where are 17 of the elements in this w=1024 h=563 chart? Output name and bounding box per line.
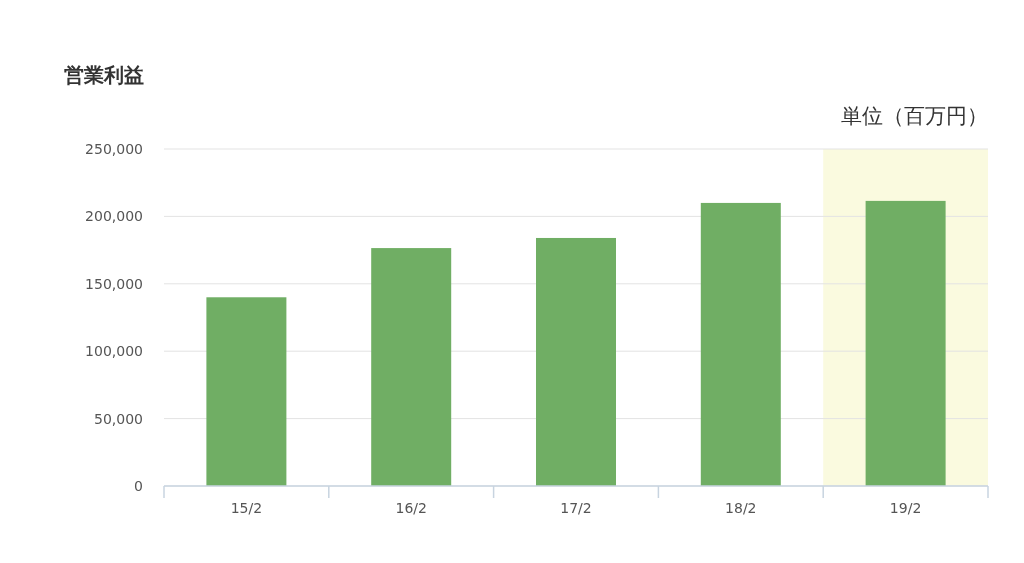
chart-title: 営業利益	[64, 63, 144, 87]
x-tick-label: 16/2	[395, 500, 427, 516]
x-tick-label: 17/2	[560, 500, 592, 516]
x-tick-label: 18/2	[725, 500, 757, 516]
x-tick-label: 15/2	[230, 500, 263, 516]
y-tick-label: 0	[134, 478, 143, 494]
bar	[536, 237, 616, 486]
y-tick-label: 50,000	[94, 410, 143, 427]
y-tick-label: 200,000	[85, 208, 143, 225]
y-tick-label: 250,000	[85, 141, 143, 157]
y-tick-label: 100,000	[85, 343, 143, 360]
bar	[371, 248, 452, 486]
x-tick-label: 19/2	[889, 500, 922, 516]
text: 単位（百万円）	[841, 104, 988, 128]
bar	[700, 202, 781, 486]
y-tick-label: 150,000	[85, 275, 143, 292]
bar	[206, 297, 287, 486]
